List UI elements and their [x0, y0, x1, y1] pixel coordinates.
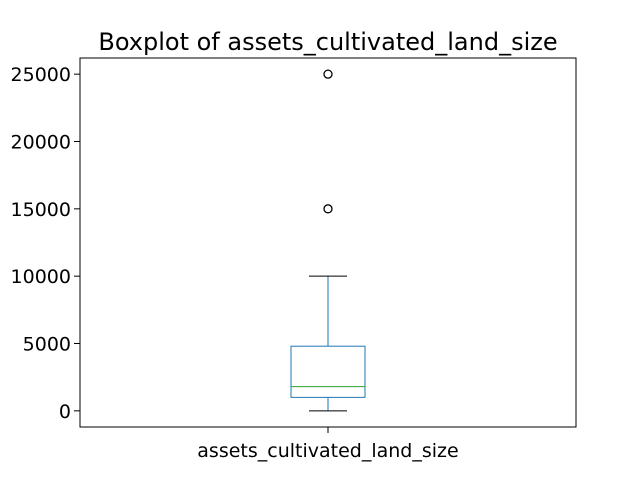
- axes-frame: [79, 57, 577, 428]
- outlier-point: [323, 69, 333, 79]
- chart-title: Boxplot of assets_cultivated_land_size: [98, 28, 557, 56]
- y-tick-label: 15000: [11, 199, 71, 221]
- y-tick-label: 10000: [11, 266, 71, 288]
- x-tick-label: assets_cultivated_land_size: [197, 440, 458, 462]
- y-tick-label: 5000: [23, 334, 71, 356]
- plot-area: 0 5000 10000 15000 20000 25000 assets_cultivat…: [11, 57, 577, 462]
- y-tick-label: 20000: [11, 131, 71, 153]
- y-tick-label: 25000: [11, 64, 71, 86]
- y-tick-label: 0: [59, 401, 71, 423]
- outlier-point: [323, 204, 333, 214]
- iqr-box: [290, 345, 366, 398]
